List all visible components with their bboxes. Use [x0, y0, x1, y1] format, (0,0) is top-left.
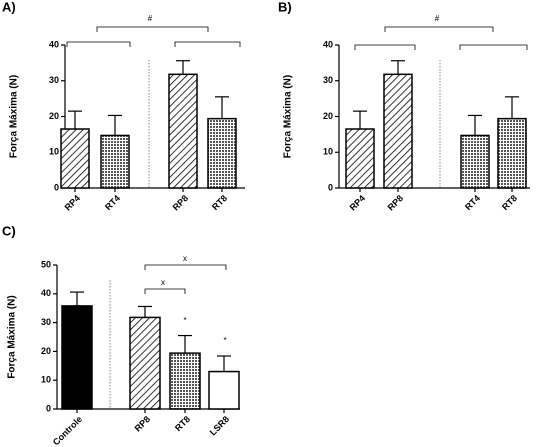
- y-tick-label: 20: [323, 111, 333, 121]
- x-tick-label: LSR8: [208, 414, 231, 437]
- y-tick-label: 40: [41, 288, 51, 298]
- y-tick-label: 0: [54, 182, 59, 192]
- y-tick-label: 30: [49, 75, 59, 85]
- annotation: *: [183, 316, 186, 325]
- bracket: [144, 264, 227, 270]
- bar: [207, 117, 237, 189]
- y-axis-label: Força Máxima (N): [7, 295, 18, 378]
- bar: [460, 134, 490, 189]
- bar: [497, 117, 527, 189]
- bar: [208, 370, 240, 410]
- y-tick-label: 0: [328, 182, 333, 192]
- x-tick-label: RP8: [386, 193, 405, 212]
- bracket: [144, 288, 186, 294]
- bracket: [96, 26, 209, 32]
- y-tick-label: 10: [323, 147, 333, 157]
- panel-title: B): [278, 0, 292, 14]
- bar: [129, 316, 161, 410]
- panel-title: C): [2, 223, 16, 238]
- x-tick-label: RT4: [463, 193, 482, 212]
- y-tick-label: 30: [41, 317, 51, 327]
- bracket: [174, 41, 241, 47]
- annotation: *: [223, 336, 226, 345]
- bracket: [66, 41, 131, 47]
- panel-title: A): [2, 0, 16, 14]
- bar: [169, 352, 201, 410]
- y-axis-label: Força Máxima (N): [9, 75, 20, 158]
- x-tick-label: RP8: [171, 193, 190, 212]
- annotation: x: [183, 254, 187, 263]
- y-tick-label: 50: [41, 259, 51, 269]
- bar: [383, 73, 413, 189]
- y-axis-label: Força Máxima (N): [283, 75, 294, 158]
- y-tick-label: 20: [49, 111, 59, 121]
- bracket: [459, 44, 528, 50]
- bar: [168, 73, 198, 189]
- annotation: #: [435, 14, 440, 23]
- bar: [345, 128, 375, 189]
- bar: [61, 305, 93, 410]
- x-tick-label: RP4: [348, 193, 367, 212]
- bar: [100, 134, 130, 189]
- x-tick-label: RT8: [500, 193, 519, 212]
- bar: [60, 128, 90, 189]
- x-tick-label: RP4: [63, 193, 82, 212]
- x-tick-label: RP8: [133, 414, 152, 433]
- y-tick-label: 0: [46, 403, 51, 413]
- x-tick-label: RT8: [210, 193, 229, 212]
- y-tick-label: 20: [41, 346, 51, 356]
- y-tick-label: 10: [41, 375, 51, 385]
- bracket: [354, 44, 416, 50]
- annotation: #: [148, 14, 153, 23]
- y-tick-label: 10: [49, 147, 59, 157]
- x-tick-label: RT8: [173, 414, 192, 433]
- annotation: x: [161, 278, 165, 287]
- y-tick-label: 40: [49, 39, 59, 49]
- y-tick-label: 40: [323, 39, 333, 49]
- x-tick-label: Controle: [51, 414, 84, 447]
- x-tick-label: RT4: [103, 193, 122, 212]
- y-tick-label: 30: [323, 75, 333, 85]
- bracket: [384, 26, 494, 32]
